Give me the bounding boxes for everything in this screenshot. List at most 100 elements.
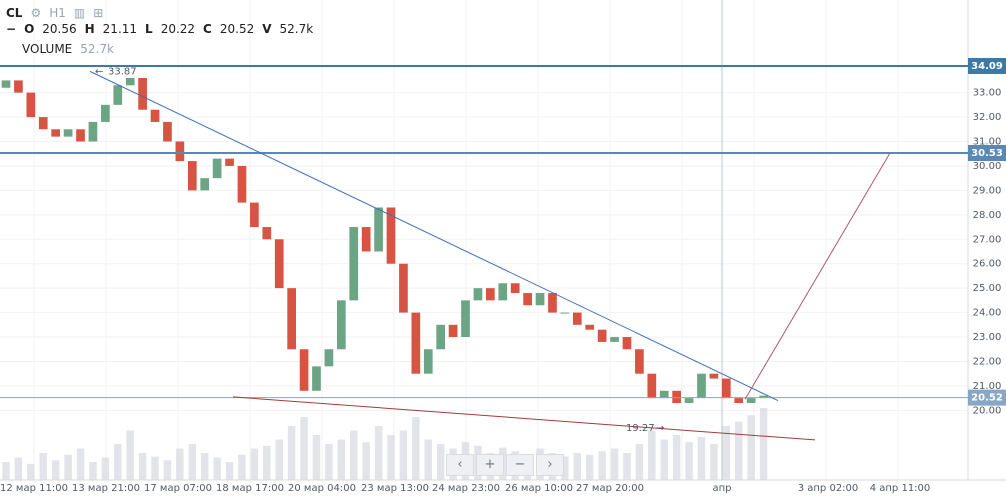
ohlc-value: 21.11 <box>102 22 138 36</box>
volume-bar <box>238 454 246 480</box>
x-tick-label: 4 апр 11:00 <box>870 483 931 494</box>
zoom-out[interactable]: − <box>506 454 534 476</box>
level-tag <box>968 389 1006 406</box>
ohlc-key: O <box>24 22 35 36</box>
volume-bar <box>623 453 631 480</box>
candle <box>361 227 371 252</box>
x-tick-label: 24 мар 23:00 <box>432 483 500 494</box>
candle <box>200 178 210 191</box>
volume-bar <box>263 445 271 480</box>
level-label: 34.09 <box>971 61 1003 72</box>
candle <box>436 324 446 350</box>
candle <box>659 390 669 399</box>
candle <box>734 398 744 404</box>
x-tick-label: 26 мар 10:00 <box>505 483 573 494</box>
candle <box>51 129 61 137</box>
y-tick-label: 29.00 <box>973 185 1002 196</box>
candle <box>336 300 346 350</box>
ohlc-key: C <box>203 22 212 36</box>
volume-bar <box>325 444 333 480</box>
candle <box>423 349 433 374</box>
arrow: ← <box>95 66 103 77</box>
scroll-left[interactable]: ‹ <box>446 454 474 476</box>
volume-bar <box>412 417 420 480</box>
volume-bar <box>250 448 259 480</box>
candle <box>324 349 334 367</box>
ohlc-value: 52.7k <box>279 22 314 36</box>
y-tick-label: 28.00 <box>973 210 1002 221</box>
volume-bar <box>635 444 644 480</box>
arrow: → <box>656 423 664 434</box>
candle <box>175 141 185 162</box>
ohlc-value: 20.22 <box>160 22 196 36</box>
candle <box>287 288 296 350</box>
volume-bar <box>610 448 619 480</box>
candle <box>349 227 359 301</box>
candle <box>498 283 508 301</box>
volume-bar <box>399 430 408 480</box>
ohlc-key: L <box>145 22 153 36</box>
volume-bar <box>561 456 569 480</box>
ohlc-value: 20.52 <box>219 22 255 36</box>
level-label: 20.52 <box>971 393 1003 404</box>
level-tag <box>968 144 1006 161</box>
ohlc-key: V <box>262 22 272 36</box>
candle <box>187 161 197 191</box>
candle <box>759 395 768 399</box>
zoom-in[interactable]: + <box>476 454 504 476</box>
ohlc: − O 20.56 H 21.11 L 20.22 C 20.52 V 52.7k <box>6 22 314 36</box>
candle <box>622 337 632 350</box>
chart-style[interactable]: ▥ <box>73 6 86 20</box>
y-tick-label: 20.00 <box>973 405 1002 416</box>
y-tick-label: 33.00 <box>973 88 1002 99</box>
volume-bar <box>362 442 370 480</box>
x-tick-label: 12 мар 11:00 <box>0 483 68 494</box>
projection-line <box>744 152 891 400</box>
y-tick-label: 21.00 <box>973 381 1002 392</box>
candle <box>510 283 520 294</box>
candle <box>746 398 756 404</box>
candle <box>535 293 545 306</box>
candle <box>610 337 619 342</box>
header: CL ⚙ H1 ▥ ⊞ <box>6 6 103 20</box>
volume-bar <box>287 426 296 480</box>
interval[interactable]: H1 <box>49 6 66 20</box>
volume-bar <box>573 453 582 480</box>
symbol[interactable]: CL <box>6 6 23 20</box>
volume-bar <box>126 430 134 480</box>
volume-bar <box>213 457 221 480</box>
candle <box>125 77 135 86</box>
volume-bar <box>138 453 147 480</box>
candle <box>150 109 160 122</box>
x-tick-label: 13 мар 21:00 <box>72 483 140 494</box>
candle <box>1 80 11 88</box>
volume-label: VOLUME <box>22 42 73 56</box>
candle <box>597 329 607 342</box>
scroll-right[interactable]: › <box>536 454 564 476</box>
candle <box>101 104 110 122</box>
volume-bar <box>225 462 234 480</box>
volume-bar <box>76 448 85 480</box>
candle <box>76 129 85 142</box>
compare[interactable]: ⊞ <box>93 6 104 20</box>
x-tick-label: 3 апр 02:00 <box>798 483 859 494</box>
candle <box>88 121 98 142</box>
candle <box>721 378 731 399</box>
settings-icon[interactable]: ⚙ <box>30 6 42 20</box>
candle <box>225 158 234 166</box>
x-tick-label: 18 мар 17:00 <box>216 483 284 494</box>
y-tick-label: 24.00 <box>973 308 1002 319</box>
candle <box>262 227 272 240</box>
y-tick-label: 25.00 <box>973 283 1002 294</box>
candle <box>113 85 123 105</box>
y-tick-label: 30.00 <box>973 161 1002 172</box>
candle <box>585 324 595 330</box>
volume-bar <box>163 460 172 480</box>
volume-bar <box>114 444 122 480</box>
x-tick-label: апр <box>712 483 731 494</box>
trendline <box>89 70 779 402</box>
ohlc-key: H <box>84 22 95 36</box>
volume-bar <box>14 457 23 480</box>
candle <box>26 92 36 118</box>
